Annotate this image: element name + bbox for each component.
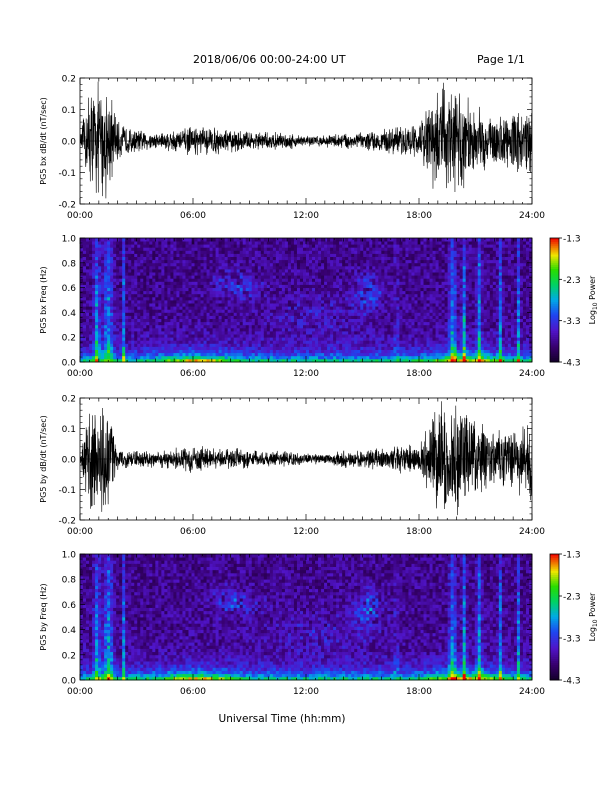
x-tick-label: 18:00	[406, 211, 432, 221]
colorbar-4: -1.3 -2.3 -3.3 -4.3 Log10 Power	[549, 551, 599, 687]
x-tick-label: 00:00	[67, 527, 93, 537]
y-tick-label: 0.4	[62, 626, 77, 636]
colorbar-tick-label: -2.3	[563, 593, 581, 603]
panel-4: -1.3 -2.3 -3.3 -4.3 Log10 Power 00:00 06:00 12:…	[39, 551, 599, 698]
y-tick-label: 0.2	[62, 651, 76, 661]
x-tick-label: 12:00	[293, 369, 319, 379]
x-tick-label: 00:00	[67, 369, 93, 379]
panel-3: 00:00 06:00 12:00 18:00 24:00 0.2 0.1 0.0 -0.1 -0…	[39, 395, 545, 538]
y-tick-label: -0.1	[58, 486, 76, 496]
y-axis-label: PG5 bx dB/dt (nT/sec)	[39, 97, 48, 184]
x-tick-label: 00:00	[67, 211, 93, 221]
y-axis-label: PG5 by Freq (Hz)	[39, 583, 48, 650]
y-tick-label: 0.2	[62, 334, 76, 344]
x-tick-label: 12:00	[293, 211, 319, 221]
x-tick-label: 06:00	[180, 369, 206, 379]
y-tick-label: 1.0	[62, 235, 77, 245]
colorbar-2: -1.3 -2.3 -3.3 -4.3 Log10 Power	[549, 235, 599, 369]
y-tick-label: -0.2	[58, 517, 76, 527]
x-tick-label: 18:00	[406, 527, 432, 537]
x-tick-label: 00:00	[67, 687, 93, 697]
y-tick-label: 0.6	[62, 601, 77, 611]
y-tick-label: 0.8	[62, 576, 77, 586]
x-tick-label: 24:00	[519, 687, 545, 697]
y-tick-label: 0.0	[62, 138, 77, 148]
page-label: Page 1/1	[477, 53, 525, 66]
x-tick-label: 06:00	[180, 211, 206, 221]
plot-title: 2018/06/06 00:00-24:00 UT	[193, 53, 346, 66]
series-trace-1	[80, 81, 532, 199]
x-tick-label: 24:00	[519, 369, 545, 379]
y-tick-label: 0.2	[62, 395, 76, 405]
y-tick-label: 0.1	[62, 106, 76, 116]
x-tick-label: 12:00	[293, 687, 319, 697]
x-tick-label: 12:00	[293, 527, 319, 537]
y-tick-label: 0.0	[62, 677, 77, 687]
x-tick-label: 24:00	[519, 527, 545, 537]
y-tick-label: 0.1	[62, 425, 76, 435]
colorbar-label: Log10 Power	[588, 592, 599, 641]
y-tick-label: 0.6	[62, 284, 77, 294]
y-tick-label: 0.8	[62, 259, 77, 269]
x-tick-label: 06:00	[180, 687, 206, 697]
panel-1: 00:00 06:00 12:00 18:00 24:00 0.2 0.1 0.0 -0.1 -0…	[39, 75, 545, 222]
x-tick-label: 24:00	[519, 211, 545, 221]
y-tick-label: -0.2	[58, 201, 76, 211]
series-trace-3	[80, 401, 532, 516]
y-tick-label: 0.0	[62, 456, 77, 466]
colorbar-tick-label: -4.3	[563, 677, 581, 687]
y-tick-label: 0.0	[62, 359, 77, 369]
x-tick-label: 06:00	[180, 527, 206, 537]
y-axis-label: PG5 bx Freq (Hz)	[39, 266, 48, 333]
x-tick-label: 18:00	[406, 369, 432, 379]
colorbar-tick-label: -4.3	[563, 359, 581, 369]
panel-2: -1.3 -2.3 -3.3 -4.3 Log10 Power 00:00 06:00 12:…	[39, 235, 599, 380]
y-tick-label: 1.0	[62, 551, 77, 561]
colorbar-tick-label: -3.3	[563, 317, 581, 327]
y-tick-label: 0.2	[62, 75, 76, 85]
colorbar-tick-label: -1.3	[563, 551, 581, 561]
y-tick-label: 0.4	[62, 309, 77, 319]
y-tick-label: -0.1	[58, 169, 76, 179]
colorbar-tick-label: -1.3	[563, 235, 581, 245]
x-tick-label: 18:00	[406, 687, 432, 697]
y-axis-label: PG5 by dB/dt (nT/sec)	[39, 415, 48, 502]
colorbar-tick-label: -3.3	[563, 635, 581, 645]
colorbar-tick-label: -2.3	[563, 276, 581, 286]
colorbar-label: Log10 Power	[588, 275, 599, 324]
x-axis-label: Universal Time (hh:mm)	[219, 713, 346, 725]
